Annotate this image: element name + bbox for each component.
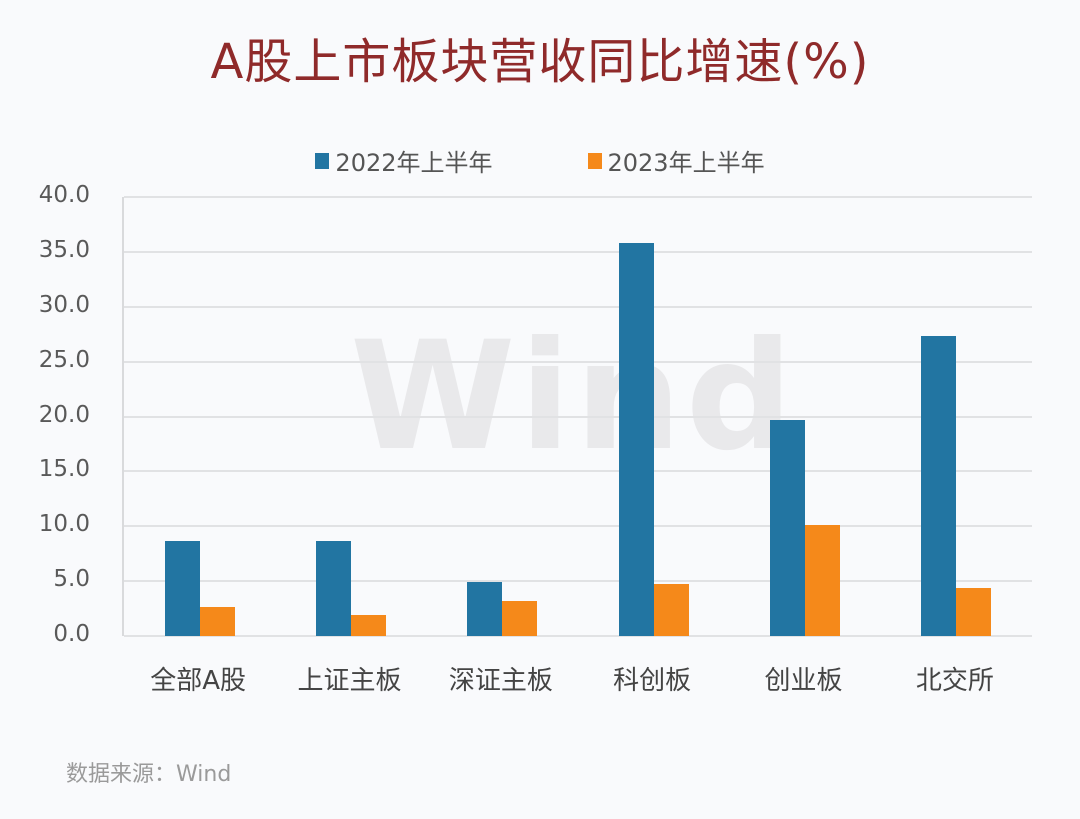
y-tick-label: 5.0 bbox=[53, 566, 90, 593]
y-tick-label: 10.0 bbox=[38, 511, 90, 538]
y-tick-label: 40.0 bbox=[38, 182, 90, 208]
legend-item-2023: 2023年上半年 bbox=[587, 143, 765, 178]
gridline bbox=[124, 580, 1032, 583]
gridline bbox=[124, 635, 1032, 637]
legend: 2022年上半年 2023年上半年 bbox=[0, 143, 1080, 178]
bar-2023 bbox=[199, 607, 235, 636]
gridline bbox=[124, 250, 1032, 253]
legend-swatch-2023 bbox=[587, 152, 602, 169]
bar-2022 bbox=[921, 336, 957, 636]
source-note: 数据来源：Wind bbox=[66, 762, 232, 787]
bar-2022 bbox=[770, 419, 805, 636]
x-tick-label: 创业板 bbox=[764, 666, 843, 696]
gridline bbox=[124, 525, 1032, 528]
watermark: Wind bbox=[350, 310, 798, 484]
plot-area bbox=[122, 196, 1032, 637]
y-tick-label: 25.0 bbox=[38, 346, 90, 373]
gridline bbox=[124, 196, 1032, 198]
x-tick-label: 北交所 bbox=[915, 666, 994, 696]
x-tick-label: 上证主板 bbox=[297, 666, 402, 696]
bar-2023 bbox=[351, 615, 386, 636]
legend-label-2022: 2022年上半年 bbox=[335, 149, 493, 177]
legend-swatch-2022 bbox=[315, 152, 330, 169]
gridline bbox=[124, 415, 1032, 418]
x-tick-label: 科创板 bbox=[613, 666, 692, 696]
bar-2023 bbox=[956, 587, 992, 636]
y-tick-label: 35.0 bbox=[38, 236, 90, 263]
legend-item-2022: 2022年上半年 bbox=[315, 143, 493, 178]
gridline bbox=[124, 470, 1032, 473]
bar-2022 bbox=[618, 243, 654, 636]
x-tick-label: 全部A股 bbox=[150, 666, 247, 696]
chart-title: A股上市板块营收同比增速(%) bbox=[210, 34, 870, 90]
bar-2022 bbox=[467, 582, 503, 636]
gridline bbox=[124, 360, 1032, 363]
y-tick-label: 0.0 bbox=[53, 621, 90, 647]
bar-2023 bbox=[805, 525, 840, 636]
y-tick-label: 20.0 bbox=[38, 401, 90, 428]
bar-2022 bbox=[164, 540, 200, 636]
y-tick-label: 15.0 bbox=[38, 456, 90, 483]
x-tick-label: 深证主板 bbox=[448, 666, 553, 696]
bar-2023 bbox=[653, 584, 689, 636]
y-tick-label: 30.0 bbox=[38, 291, 90, 318]
gridline bbox=[124, 305, 1032, 308]
legend-label-2023: 2023年上半年 bbox=[607, 149, 765, 177]
bar-2023 bbox=[502, 600, 538, 636]
bar-2022 bbox=[316, 540, 351, 636]
